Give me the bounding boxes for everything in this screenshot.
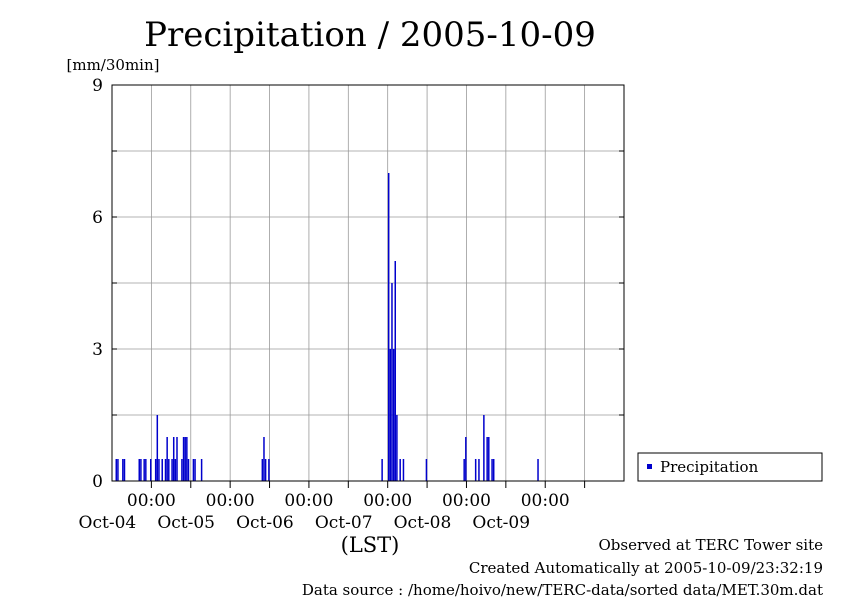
y-tick-label: 6 [92, 208, 103, 228]
precipitation-bar [396, 415, 398, 481]
x-tick-date-label: Oct-08 [394, 513, 452, 533]
precipitation-bar [465, 437, 467, 481]
precipitation-bar [145, 459, 147, 481]
grid-lines [112, 85, 624, 481]
precipitation-bar [486, 437, 488, 481]
precipitation-bar [186, 437, 188, 481]
precipitation-bar [166, 437, 168, 481]
precipitation-bar [463, 459, 465, 481]
precipitation-bar [200, 459, 203, 481]
precipitation-bar [149, 459, 152, 481]
precipitation-bar [392, 349, 395, 481]
precipitation-bar [263, 437, 265, 481]
x-tick-time-label: 00:00 [363, 491, 412, 511]
x-tick-labels: 00:00Oct-0400:00Oct-0500:00Oct-0600:00Oc… [79, 491, 570, 533]
precipitation-bar [492, 459, 495, 481]
footer-observed: Observed at TERC Tower site [598, 536, 823, 554]
x-tick-date-label: Oct-07 [315, 513, 373, 533]
precipitation-bar [154, 459, 157, 481]
y-tick-label: 9 [92, 76, 103, 96]
precipitation-bar [394, 261, 397, 481]
precipitation-bar [264, 459, 267, 481]
x-tick-time-label: 00:00 [442, 491, 491, 511]
precipitation-bar [117, 459, 119, 481]
precipitation-bar [478, 459, 480, 481]
y-tick-labels: 0 3 6 9 [92, 76, 103, 492]
precipitation-bar [268, 459, 270, 481]
y-tick-label: 3 [92, 340, 103, 360]
precipitation-bar [491, 459, 493, 481]
precipitation-bar [174, 459, 177, 481]
precipitation-bar [168, 459, 170, 481]
precipitation-bar [391, 283, 393, 481]
x-tick-date-label: Oct-04 [79, 513, 137, 533]
y-tick-label: 0 [92, 472, 103, 492]
x-tick-time-label: 00:00 [521, 491, 570, 511]
precipitation-bar [171, 459, 173, 481]
precipitation-bar [194, 459, 196, 481]
precipitation-bar [176, 437, 178, 481]
chart-title: Precipitation / 2005-10-09 [144, 15, 596, 55]
footer-created: Created Automatically at 2005-10-09/23:3… [468, 559, 823, 577]
y-axis-unit-label: [mm/30min] [67, 56, 160, 74]
precipitation-bars [115, 173, 539, 481]
precipitation-bar [387, 173, 390, 481]
legend-box [637, 452, 823, 482]
x-tick-time-label: 00:00 [206, 491, 255, 511]
precipitation-bar [474, 459, 477, 481]
precipitation-bar [164, 459, 167, 481]
precipitation-bar [537, 459, 539, 481]
precipitation-bar [181, 459, 183, 481]
precipitation-bar [425, 459, 428, 481]
legend-label: Precipitation [660, 458, 759, 476]
x-tick-date-label: Oct-05 [157, 513, 215, 533]
precipitation-bar [402, 459, 405, 481]
precipitation-bar [187, 459, 190, 481]
precipitation-bar [389, 349, 392, 481]
precipitation-bar [488, 437, 490, 481]
precipitation-bar [123, 459, 126, 481]
precipitation-bar [156, 415, 159, 481]
precipitation-bar [172, 437, 175, 481]
precipitation-bar [192, 459, 195, 481]
footer-source: Data source : /home/hoivo/new/TERC-data/… [301, 581, 823, 599]
precipitation-bar [158, 459, 160, 481]
precipitation-bar [143, 459, 145, 481]
x-tick-date-label: Oct-09 [472, 513, 530, 533]
precipitation-bar [483, 415, 485, 481]
precipitation-bar [399, 459, 401, 481]
precipitation-bar [122, 459, 124, 481]
legend: Precipitation [637, 452, 823, 482]
x-tick-date-label: Oct-06 [236, 513, 294, 533]
legend-swatch [647, 464, 652, 469]
precipitation-bar [381, 459, 383, 481]
precipitation-bar [184, 437, 186, 481]
x-tick-time-label: 00:00 [284, 491, 333, 511]
x-axis-label: (LST) [341, 533, 400, 557]
axis-ticks [112, 84, 624, 488]
precipitation-bar [140, 459, 142, 481]
x-tick-time-label: 00:00 [127, 491, 176, 511]
precipitation-bar [261, 459, 264, 481]
precipitation-bar [182, 437, 185, 481]
precipitation-bar [161, 459, 163, 481]
precipitation-bar [115, 459, 118, 481]
precipitation-bar [138, 459, 141, 481]
